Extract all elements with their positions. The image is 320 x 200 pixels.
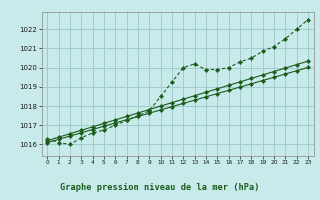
- Text: Graphe pression niveau de la mer (hPa): Graphe pression niveau de la mer (hPa): [60, 183, 260, 192]
